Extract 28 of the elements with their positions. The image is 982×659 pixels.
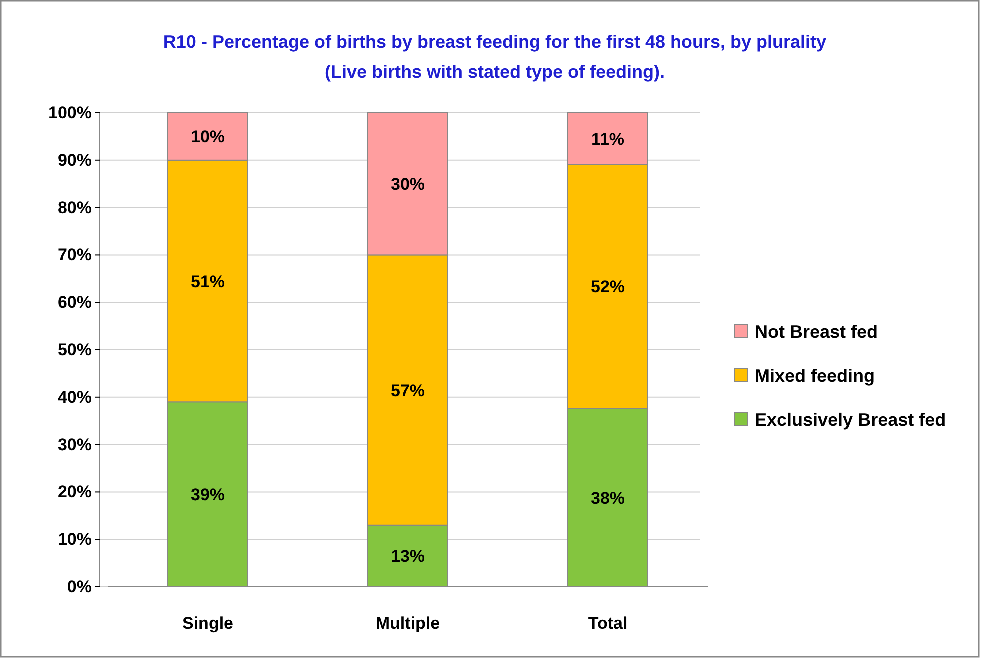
y-tick-label: 80% bbox=[58, 198, 92, 218]
y-tick-label: 20% bbox=[58, 482, 92, 502]
data-label: 57% bbox=[390, 381, 426, 400]
legend-label: Not Breast fed bbox=[755, 322, 878, 342]
data-label: 39% bbox=[190, 486, 226, 505]
y-tick-label: 50% bbox=[58, 340, 92, 360]
y-tick-label: 10% bbox=[58, 530, 92, 550]
y-tick-label: 90% bbox=[58, 150, 92, 170]
data-label: 10% bbox=[190, 128, 226, 147]
legend-label: Exclusively Breast fed bbox=[755, 410, 946, 430]
data-label: 38% bbox=[590, 488, 626, 508]
data-label: 51% bbox=[190, 272, 226, 292]
x-tick-label: Multiple bbox=[376, 614, 440, 634]
data-label: 13% bbox=[390, 547, 426, 566]
y-tick-label: 0% bbox=[67, 577, 92, 596]
data-label: 30% bbox=[390, 175, 426, 194]
x-tick-label: Total bbox=[588, 614, 628, 634]
y-tick-label: 40% bbox=[58, 388, 92, 407]
y-tick-label: 30% bbox=[58, 435, 92, 454]
y-tick-label: 60% bbox=[58, 293, 92, 312]
data-label: 11% bbox=[591, 130, 625, 149]
y-tick-label: 100% bbox=[48, 103, 92, 122]
y-tick-label: 70% bbox=[58, 246, 92, 265]
chart-title: R10 - Percentage of births by breast feeding for the first 48 hours, by plurality bbox=[163, 32, 827, 52]
legend-label: Mixed feeding bbox=[755, 366, 876, 386]
x-tick-label: Single bbox=[182, 614, 234, 634]
data-label: 52% bbox=[590, 278, 626, 297]
chart-subtitle: (Live births with stated type of feeding). bbox=[324, 62, 666, 82]
